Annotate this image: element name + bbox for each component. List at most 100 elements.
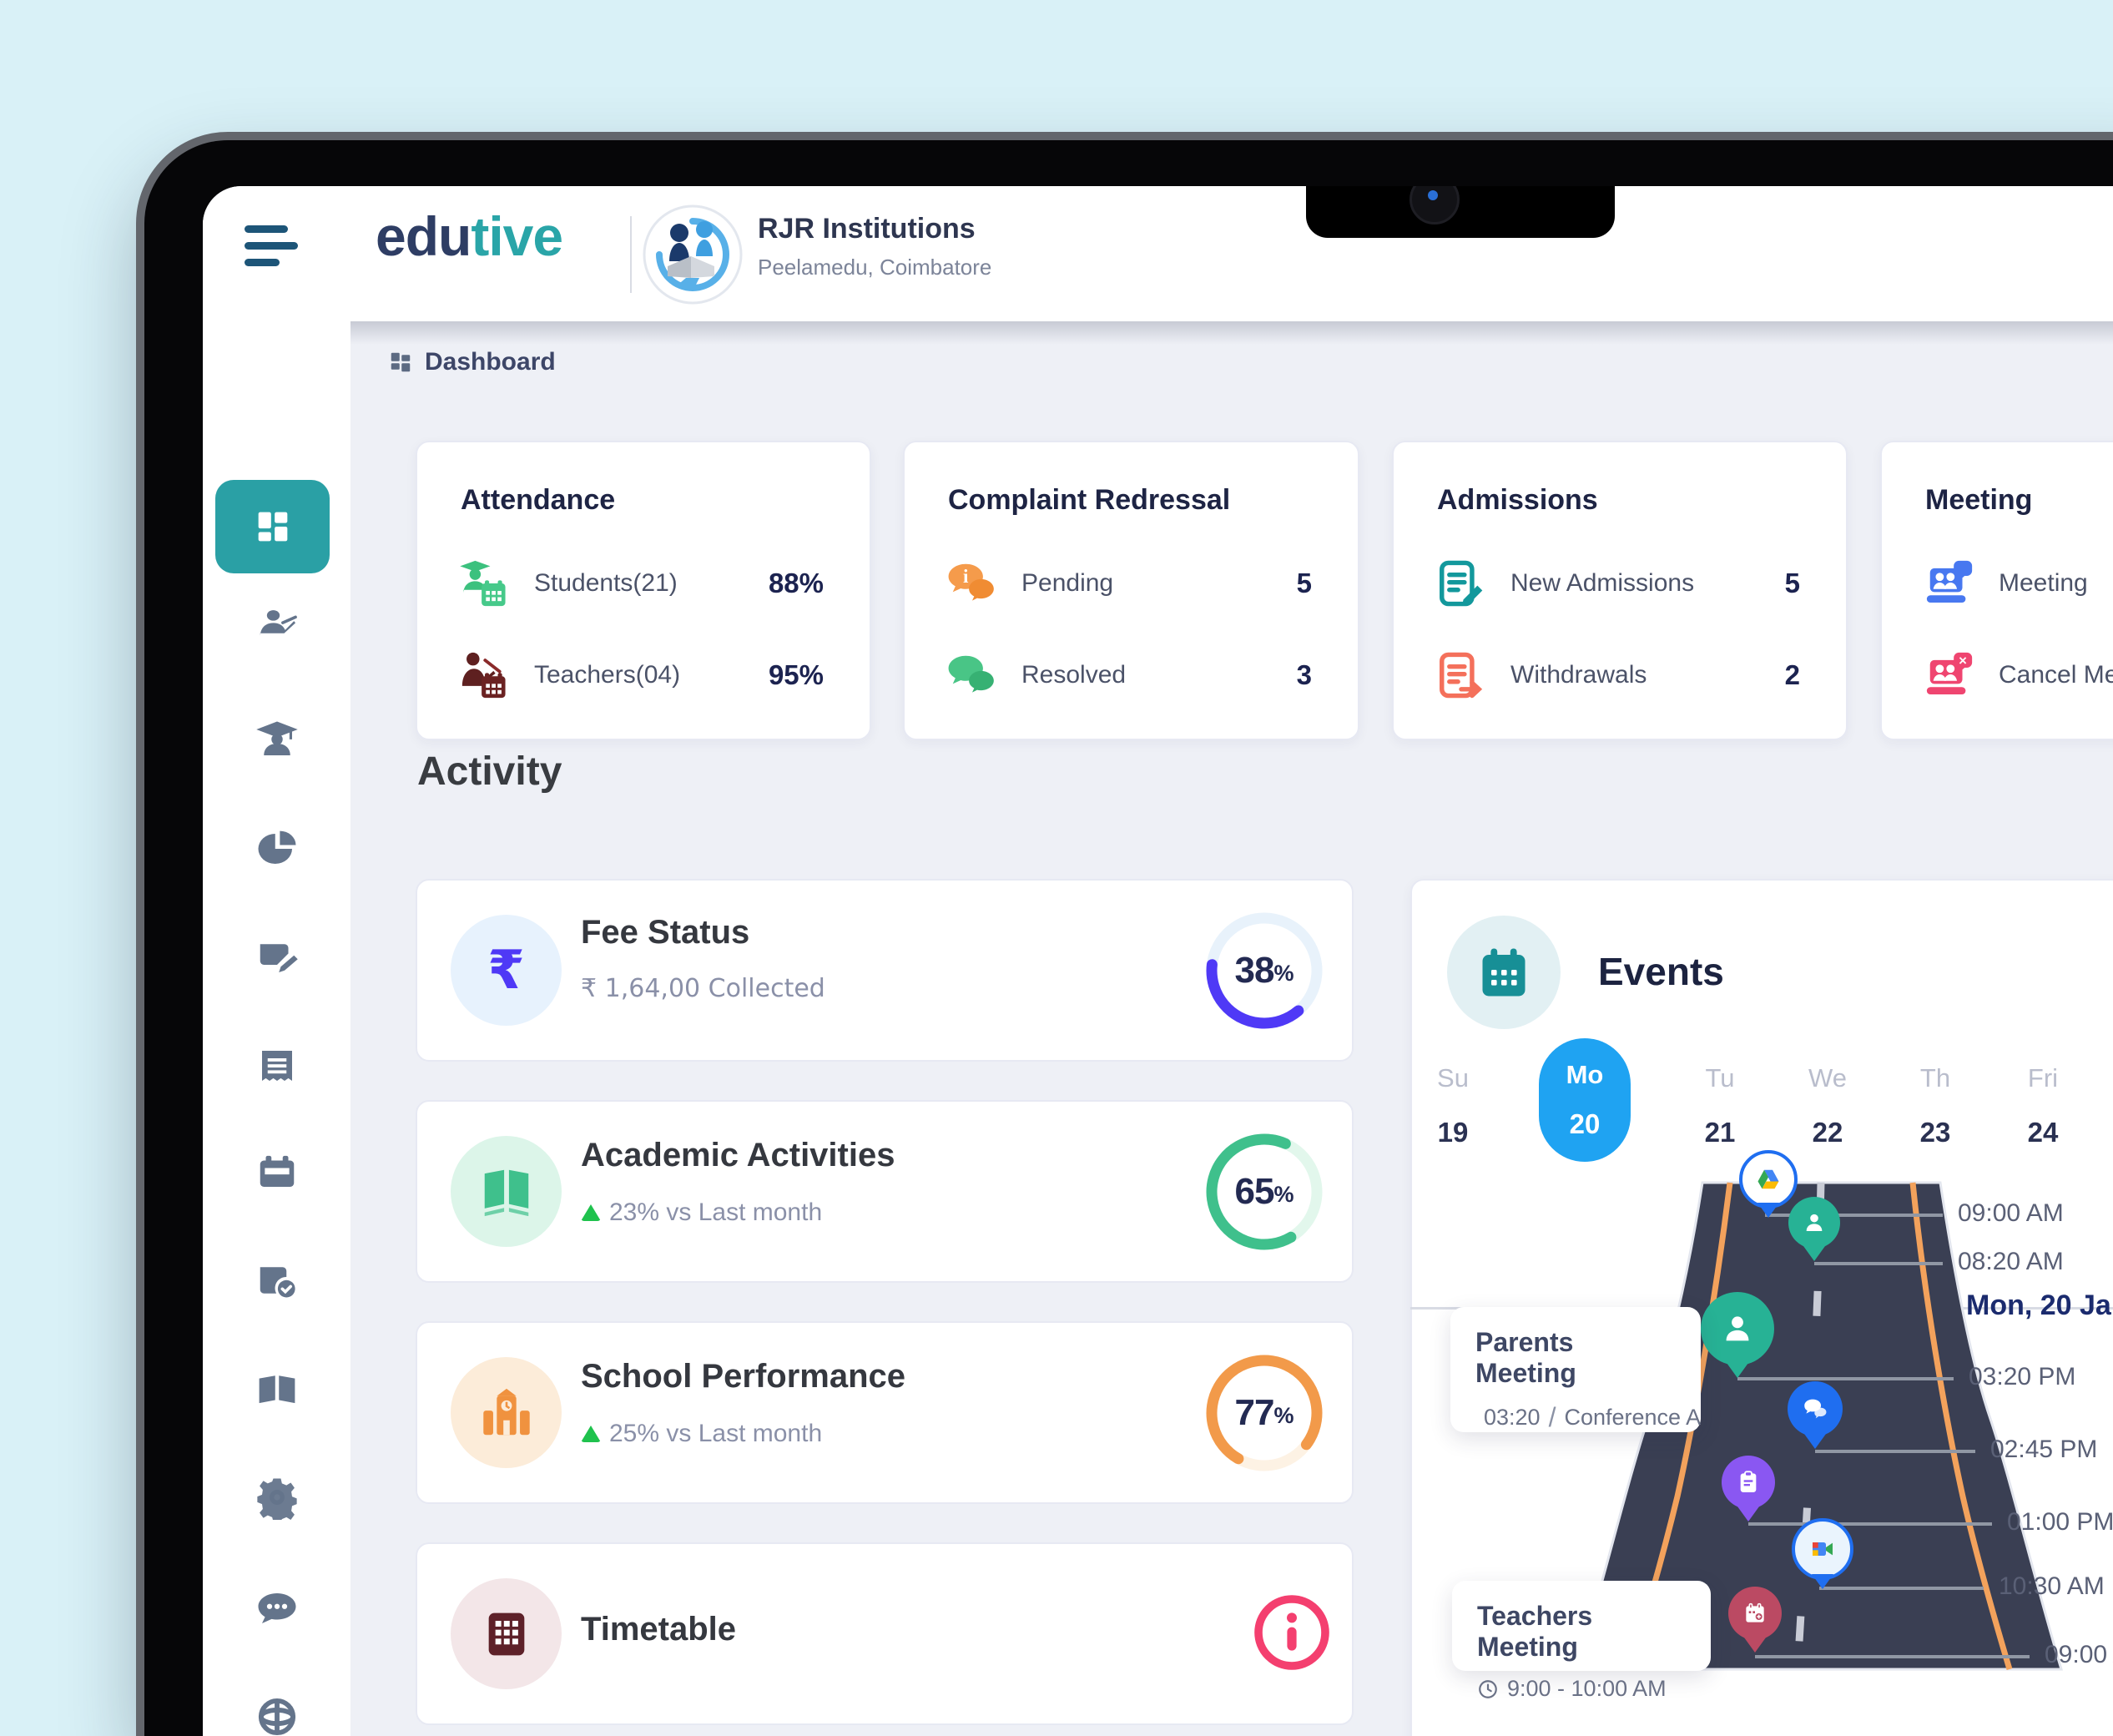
day-th-num: 23 xyxy=(1919,1117,1951,1148)
school-delta-text: 25% vs Last month xyxy=(609,1420,823,1447)
globe-icon xyxy=(258,1698,295,1736)
admissions-card: Admissions New Admissions 5 Withdrawals … xyxy=(1392,441,1848,740)
fee-status-card[interactable]: ₹ Fee Status ₹ 1,64,00 Collected 38% xyxy=(416,879,1354,1062)
sidebar-item-library[interactable] xyxy=(203,1343,350,1435)
time-label-3: 02:45 PM xyxy=(1990,1436,2098,1463)
sidebar-item-students[interactable] xyxy=(203,694,350,786)
cancel-meeting-icon: × xyxy=(1926,652,1973,694)
laptop-screen: edutive RJR Institutions Peelamedu, Coim… xyxy=(203,186,2113,1736)
sidebar-item-attendance[interactable] xyxy=(203,1234,350,1326)
school-progress-ring: 77% xyxy=(1202,1350,1327,1476)
pin-person-event-1[interactable] xyxy=(1788,1197,1840,1249)
attendance-students-row: Students(21) 88% xyxy=(459,557,824,610)
attendance-card: Attendance Students(21) 88% Teachers(04)… xyxy=(416,441,871,740)
complaints-card: Complaint Redressal i Pending 5 Resolved… xyxy=(903,441,1359,740)
svg-text:i: i xyxy=(963,566,969,588)
hamburger-menu-icon[interactable] xyxy=(245,225,298,275)
resolved-value: 3 xyxy=(1296,659,1312,690)
students-label: Students(21) xyxy=(534,569,678,597)
calendar-icon xyxy=(260,1155,294,1187)
up-arrow-icon xyxy=(581,1204,601,1221)
pin-calendar-event[interactable] xyxy=(1728,1587,1782,1640)
time-label-1: 08:20 AM xyxy=(1958,1248,2064,1275)
pending-value: 5 xyxy=(1296,568,1312,598)
sidebar-item-web[interactable] xyxy=(203,1671,350,1736)
fee-icon-circle: ₹ xyxy=(451,915,562,1026)
resolved-label: Resolved xyxy=(1021,661,1127,689)
timetable-card[interactable]: Timetable xyxy=(416,1542,1354,1725)
connector-0320pm xyxy=(1737,1377,1954,1380)
day-su-num: 19 xyxy=(1437,1117,1469,1148)
breadcrumb-label: Dashboard xyxy=(425,348,556,376)
parents-meeting-title: Parents Meeting xyxy=(1475,1327,1576,1388)
pin-meet-event[interactable] xyxy=(1792,1518,1853,1580)
pin-clipboard-event[interactable] xyxy=(1722,1456,1775,1509)
sidebar-item-exams[interactable] xyxy=(203,911,350,1003)
info-icon[interactable] xyxy=(1252,1592,1332,1673)
admissions-title: Admissions xyxy=(1437,484,1598,516)
meeting-row[interactable]: Meeting xyxy=(1924,557,2113,610)
time-label-5: 10:30 AM xyxy=(1999,1572,2105,1600)
pending-row: i Pending 5 xyxy=(946,557,1312,610)
sidebar-item-reports[interactable] xyxy=(203,803,350,895)
school-building-icon xyxy=(482,1388,530,1435)
connector-0820am xyxy=(1814,1262,1943,1265)
pin-chat-event[interactable] xyxy=(1788,1381,1843,1436)
sidebar-item-settings[interactable] xyxy=(203,1451,350,1543)
parents-meeting-callout: Parents Meeting 03:20 / Conference A xyxy=(1450,1307,1701,1432)
day-we-label: We xyxy=(1808,1063,1847,1093)
connector-0900am2 xyxy=(1755,1655,2030,1658)
school-percent: 77 xyxy=(1234,1392,1275,1433)
brand-logo[interactable]: edutive xyxy=(376,204,563,268)
book-icon xyxy=(259,1375,295,1404)
complaints-title: Complaint Redressal xyxy=(948,484,1231,516)
teachers-attendance-icon xyxy=(461,652,506,699)
google-meet-icon xyxy=(1813,1542,1833,1556)
day-tu[interactable]: Tu 21 xyxy=(1674,1063,1766,1148)
academic-title: Academic Activities xyxy=(581,1137,895,1173)
exam-edit-icon xyxy=(260,944,298,972)
app-header: edutive RJR Institutions Peelamedu, Coim… xyxy=(203,186,2113,321)
brand-suffix: tive xyxy=(471,205,563,267)
day-fri[interactable]: Fri 24 xyxy=(1997,1063,2089,1148)
school-performance-card[interactable]: School Performance 25% vs Last month 77% xyxy=(416,1321,1354,1504)
school-title: School Performance xyxy=(581,1358,906,1395)
sidebar-item-timetable[interactable] xyxy=(203,1126,350,1218)
person-icon xyxy=(1806,1214,1823,1231)
meeting-icon xyxy=(1926,560,1973,603)
clock-icon xyxy=(1479,1679,1497,1698)
day-we[interactable]: We 22 xyxy=(1782,1063,1873,1148)
sidebar-item-dashboard[interactable] xyxy=(215,480,330,573)
breadcrumb[interactable]: Dashboard xyxy=(388,348,556,376)
events-calendar-circle xyxy=(1447,916,1561,1029)
pin-parents-meeting[interactable] xyxy=(1701,1292,1774,1365)
day-su[interactable]: Su 19 xyxy=(1407,1063,1499,1148)
new-admissions-row: New Admissions 5 xyxy=(1435,557,1800,610)
breadcrumb-dashboard-icon xyxy=(391,352,411,372)
sidebar-item-messages[interactable] xyxy=(203,1562,350,1654)
new-admissions-icon xyxy=(1440,560,1483,607)
day-mo-selected[interactable]: Mo 20 xyxy=(1539,1038,1631,1162)
sidebar-item-fees[interactable] xyxy=(203,1020,350,1112)
sidebar xyxy=(203,321,350,1736)
resolved-complaints-icon xyxy=(948,655,994,693)
timetable-grid-icon xyxy=(488,1612,524,1655)
cancel-meeting-row[interactable]: × Cancel Meeting xyxy=(1924,648,2113,702)
parents-meeting-details: 03:20 / Conference A xyxy=(1475,1402,1701,1433)
parents-meeting-time: 03:20 xyxy=(1484,1405,1541,1430)
day-fri-label: Fri xyxy=(2027,1063,2059,1093)
school-percent-sign: % xyxy=(1273,1402,1294,1428)
day-th[interactable]: Th 23 xyxy=(1889,1063,1981,1148)
fee-percent-sign: % xyxy=(1273,960,1294,986)
student-icon xyxy=(255,721,298,755)
file-check-icon xyxy=(260,1267,295,1298)
sidebar-item-teachers[interactable] xyxy=(203,582,350,674)
connector-0100pm xyxy=(1748,1522,1992,1526)
pin-drive-event[interactable] xyxy=(1739,1150,1798,1209)
withdrawals-label: Withdrawals xyxy=(1510,661,1647,689)
withdrawals-value: 2 xyxy=(1784,659,1800,690)
time-label-0: 09:00 AM xyxy=(1958,1199,2064,1227)
org-location: Peelamedu, Coimbatore xyxy=(758,255,992,280)
academic-activities-card[interactable]: Academic Activities 23% vs Last month 65… xyxy=(416,1100,1354,1283)
person-icon xyxy=(1726,1316,1749,1341)
